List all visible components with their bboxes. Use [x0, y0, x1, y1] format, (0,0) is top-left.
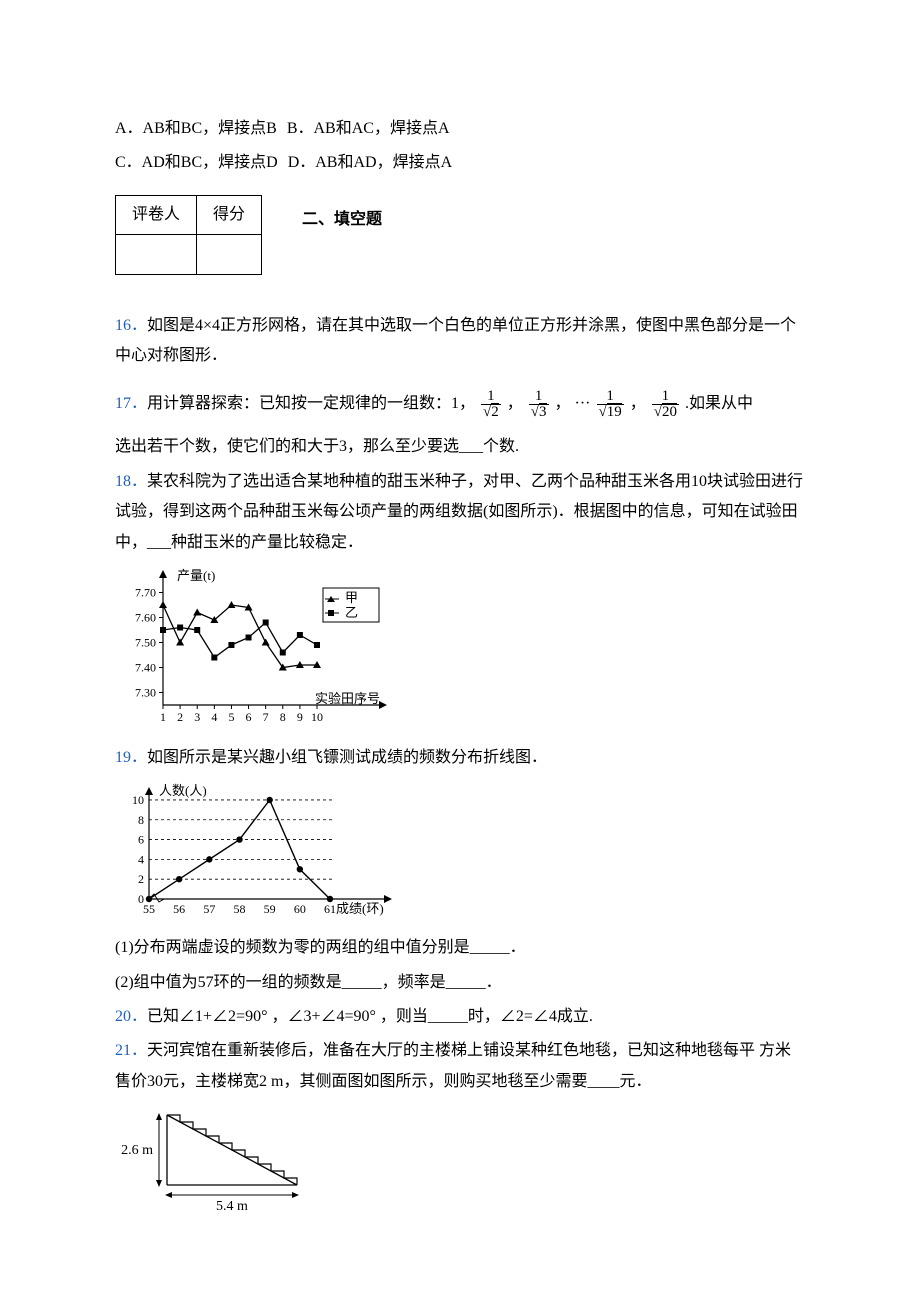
svg-text:5: 5: [228, 710, 234, 724]
section-title: 二、填空题: [302, 205, 382, 235]
q21: 21．天河宾馆在重新装修后，准备在大厅的主楼梯上铺设某种红色地毯，已知这种地毯每…: [115, 1036, 805, 1097]
grade-table: 评卷人 得分: [115, 195, 262, 275]
svg-text:甲: 甲: [345, 590, 358, 605]
svg-text:乙: 乙: [345, 605, 358, 620]
q17: 17．用计算器探索：已知按一定规律的一组数：1， 1√2 ， 1√3 ， ···…: [115, 389, 805, 420]
svg-text:7.50: 7.50: [135, 635, 156, 649]
sep: ，: [507, 396, 527, 413]
svg-text:58: 58: [234, 902, 246, 916]
q19-text: 如图所示是某兴趣小组飞镖测试成绩的频数分布折线图．: [147, 749, 547, 766]
q20-num: 20．: [115, 1008, 147, 1025]
svg-text:8: 8: [138, 813, 144, 827]
svg-text:10: 10: [132, 793, 144, 807]
q19-sub2: (2)组中值为57环的一组的频数是_____，频率是_____．: [115, 968, 805, 998]
q20: 20．已知∠1+∠2=90° ，∠3+∠4=90° ，则当_____时，∠2=∠…: [115, 1002, 805, 1032]
svg-text:7.60: 7.60: [135, 610, 156, 624]
q18-num: 18．: [115, 473, 147, 490]
svg-text:55: 55: [143, 902, 155, 916]
chart18: 7.70 7.60 7.50 7.40 7.30 123456789 10 产量(t) 实验田序…: [115, 568, 805, 733]
svg-text:成绩(环): 成绩(环): [336, 901, 384, 916]
svg-text:实验田序号: 实验田序号: [315, 691, 380, 706]
svg-text:6: 6: [138, 833, 144, 847]
q17-num: 17．: [115, 396, 147, 413]
svg-text:5.4 m: 5.4 m: [216, 1199, 248, 1214]
svg-text:4: 4: [138, 853, 144, 867]
svg-text:7: 7: [263, 710, 269, 724]
q16-text: 如图是4×4正方形网格，请在其中选取一个白色的单位正方形并涂黑，使图中黑色部分是…: [115, 317, 796, 364]
q17-frac4: 1√20: [652, 389, 679, 420]
grade-cell-1: [116, 235, 197, 274]
svg-text:4: 4: [211, 710, 217, 724]
grade-cell-2: [197, 235, 262, 274]
q17-frac2: 1√3: [529, 389, 549, 420]
q21-num: 21．: [115, 1042, 147, 1059]
svg-text:8: 8: [280, 710, 286, 724]
option-b: B．AB和AC，焊接点A: [287, 120, 450, 137]
section-header-row: 评卷人 得分 二、填空题: [115, 187, 805, 287]
q17-prefix: 用计算器探索：已知按一定规律的一组数：1，: [147, 396, 475, 413]
svg-text:6: 6: [246, 710, 252, 724]
svg-text:10: 10: [311, 710, 323, 724]
sep: ， ···: [555, 396, 591, 413]
grade-header-2: 得分: [197, 195, 262, 234]
grade-header-1: 评卷人: [116, 195, 197, 234]
option-line-1: A．AB和BC，焊接点B B．AB和AC，焊接点A: [115, 114, 805, 144]
option-line-2: C．AD和BC，焊接点D D．AB和AD，焊接点A: [115, 148, 805, 178]
svg-text:57: 57: [203, 902, 215, 916]
svg-text:7.70: 7.70: [135, 585, 156, 599]
option-c: C．AD和BC，焊接点D: [115, 154, 278, 171]
svg-text:60: 60: [294, 902, 306, 916]
q17-frac3: 1√19: [597, 389, 624, 420]
q21-text: 天河宾馆在重新装修后，准备在大厅的主楼梯上铺设某种红色地毯，已知这种地毯每平 方…: [115, 1042, 791, 1089]
q19: 19．如图所示是某兴趣小组飞镖测试成绩的频数分布折线图．: [115, 743, 805, 773]
svg-text:2.6 m: 2.6 m: [121, 1143, 153, 1158]
q16: 16．如图是4×4正方形网格，请在其中选取一个白色的单位正方形并涂黑，使图中黑色…: [115, 311, 805, 372]
option-a: A．AB和BC，焊接点B: [115, 120, 277, 137]
q18-text: 某农科院为了选出适合某地种植的甜玉米种子，对甲、乙两个品种甜玉米各用10块试验田…: [115, 473, 803, 551]
svg-text:2: 2: [177, 710, 183, 724]
q18: 18．某农科院为了选出适合某地种植的甜玉米种子，对甲、乙两个品种甜玉米各用10块…: [115, 467, 805, 558]
sep: ，: [630, 396, 650, 413]
q20-text: 已知∠1+∠2=90° ，∠3+∠4=90° ，则当_____时，∠2=∠4成立…: [147, 1008, 593, 1025]
stair-figure: 2.6 m 5.4 m: [115, 1107, 805, 1217]
svg-text:产量(t): 产量(t): [177, 568, 215, 583]
q17-line2: 选出若干个数，使它们的和大于3，那么至少要选___个数.: [115, 432, 805, 462]
svg-text:9: 9: [297, 710, 303, 724]
q17-frac1: 1√2: [481, 389, 501, 420]
option-d: D．AB和AD，焊接点A: [288, 154, 452, 171]
svg-text:1: 1: [160, 710, 166, 724]
chart19: 108642055565758596061人数(人)成绩(环): [115, 783, 805, 923]
svg-text:61: 61: [324, 902, 336, 916]
q17-suffix: .如果从中: [685, 396, 753, 413]
q19-sub1: (1)分布两端虚设的频数为零的两组的组中值分别是_____．: [115, 933, 805, 963]
svg-text:人数(人): 人数(人): [159, 783, 207, 798]
svg-text:7.40: 7.40: [135, 660, 156, 674]
svg-text:2: 2: [138, 872, 144, 886]
svg-text:7.30: 7.30: [135, 685, 156, 699]
q16-num: 16．: [115, 317, 147, 334]
svg-text:3: 3: [194, 710, 200, 724]
svg-text:59: 59: [264, 902, 276, 916]
svg-text:56: 56: [173, 902, 185, 916]
q19-num: 19．: [115, 749, 147, 766]
